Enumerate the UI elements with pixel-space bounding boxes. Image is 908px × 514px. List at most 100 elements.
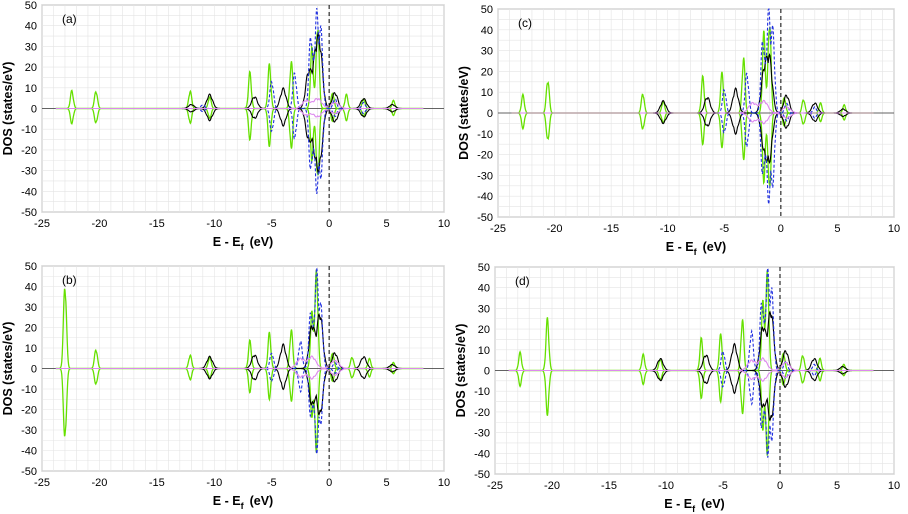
y-tick-label: -50 xyxy=(21,207,37,219)
y-tick-label: -20 xyxy=(474,407,490,419)
y-tick-label: 10 xyxy=(481,87,493,99)
x-axis-label-unit: (eV) xyxy=(250,494,274,508)
x-tick-label: -15 xyxy=(603,223,619,235)
x-tick-label: -5 xyxy=(719,223,729,235)
panel-label: (c) xyxy=(518,16,532,30)
x-axis-label-main: E - E xyxy=(213,235,241,249)
series-3 xyxy=(508,357,874,382)
x-tick-label: -5 xyxy=(267,477,277,489)
y-tick-label: 10 xyxy=(25,83,37,95)
x-axis-label-unit: (eV) xyxy=(250,235,274,249)
series-3 xyxy=(55,355,424,380)
y-tick-label: -50 xyxy=(21,466,37,478)
y-axis-label: DOS (states/eV) xyxy=(454,324,468,418)
dos-panel-a: -50 -40 -30 -20 -10 0 10 20 30 40 50 -25 -20 -15 -10 -5… xyxy=(0,0,460,257)
x-tick-label: -20 xyxy=(544,480,560,492)
x-tick-label: 0 xyxy=(326,477,332,489)
y-tick-label: 20 xyxy=(25,62,37,74)
x-tick-label: -15 xyxy=(149,218,165,230)
curve-spin-down xyxy=(511,112,874,125)
y-axis-label: DOS (states/eV) xyxy=(1,322,15,416)
dos-panel-b: -50 -40 -30 -20 -10 0 10 20 30 40 50 -25 -20 -15 -10 -5… xyxy=(0,258,460,514)
x-tick-label: -5 xyxy=(718,480,728,492)
y-tick-label: -50 xyxy=(474,469,490,481)
y-tick-label: 20 xyxy=(481,66,493,78)
x-tick-label: -10 xyxy=(658,480,674,492)
x-tick-label: -20 xyxy=(91,218,107,230)
curve-spin-down xyxy=(55,367,424,380)
x-tick-label: -10 xyxy=(206,477,222,489)
x-axis-label-main: E - E xyxy=(213,494,241,508)
dos-panel-c: -50 -40 -30 -20 -10 0 10 20 30 40 50 -25 -20 -15 -10 -5… xyxy=(450,0,908,257)
y-tick-label: 50 xyxy=(481,4,493,16)
y-tick-label: -10 xyxy=(21,384,37,396)
x-tick-label: -25 xyxy=(487,480,503,492)
y-tick-label: 0 xyxy=(487,108,493,120)
y-tick-label: 30 xyxy=(481,46,493,58)
x-tick-label: -10 xyxy=(206,218,222,230)
panel-label: (a) xyxy=(62,12,77,26)
y-tick-label: 40 xyxy=(478,283,490,295)
y-tick-label: 10 xyxy=(478,345,490,357)
x-axis-label-main: E - E xyxy=(664,497,692,511)
x-tick-label: -5 xyxy=(267,218,277,230)
x-tick-label: -20 xyxy=(547,223,563,235)
y-tick-label: -30 xyxy=(21,425,37,437)
y-tick-label: -40 xyxy=(21,446,37,458)
y-tick-label: -40 xyxy=(474,448,490,460)
y-tick-label: 30 xyxy=(25,41,37,53)
y-tick-label: -10 xyxy=(21,124,37,136)
y-tick-label: 30 xyxy=(478,303,490,315)
x-axis-label-subscript: f xyxy=(241,501,245,511)
x-tick-label: -15 xyxy=(601,480,617,492)
y-tick-label: -20 xyxy=(21,405,37,417)
y-tick-label: -10 xyxy=(477,129,493,141)
x-axis-label-subscript: f xyxy=(692,504,696,514)
y-tick-label: 40 xyxy=(25,21,37,33)
x-tick-label: 0 xyxy=(778,223,784,235)
y-tick-label: 20 xyxy=(25,323,37,335)
y-tick-label: -20 xyxy=(477,150,493,162)
curve-spin-down xyxy=(55,107,424,118)
x-tick-label: -25 xyxy=(490,223,506,235)
series-3 xyxy=(55,97,424,118)
y-tick-label: -50 xyxy=(477,212,493,224)
y-tick-label: 0 xyxy=(31,364,37,376)
x-axis-label: E - Ef (eV) xyxy=(213,494,273,511)
y-tick-label: -40 xyxy=(477,191,493,203)
y-tick-label: -10 xyxy=(474,386,490,398)
x-tick-label: 5 xyxy=(834,223,840,235)
series-3 xyxy=(511,99,874,125)
y-tick-label: 40 xyxy=(25,282,37,294)
curve-spin-down xyxy=(508,369,874,382)
x-axis-label: E - Ef (eV) xyxy=(664,497,724,514)
x-tick-label: 10 xyxy=(888,223,900,235)
panel-label: (d) xyxy=(515,274,530,288)
x-tick-label: 5 xyxy=(384,477,390,489)
panel-label: (b) xyxy=(62,273,77,287)
y-tick-label: -40 xyxy=(21,186,37,198)
y-tick-label: 50 xyxy=(478,262,490,274)
x-axis-label: E - Ef (eV) xyxy=(213,235,273,252)
x-tick-label: -20 xyxy=(91,477,107,489)
x-axis-label-unit: (eV) xyxy=(701,497,725,511)
x-tick-label: -10 xyxy=(660,223,676,235)
x-axis-label: E - Ef (eV) xyxy=(666,240,726,257)
dos-panel-d: -50 -40 -30 -20 -10 0 10 20 30 40 50 -25 -20 -15 -10 -5… xyxy=(450,258,908,514)
x-tick-label: 10 xyxy=(888,480,900,492)
y-tick-label: 50 xyxy=(25,261,37,273)
x-tick-label: 0 xyxy=(326,218,332,230)
x-tick-label: -25 xyxy=(34,477,50,489)
y-tick-label: 0 xyxy=(484,366,490,378)
gridlines xyxy=(497,8,895,218)
y-tick-label: -20 xyxy=(21,145,37,157)
x-tick-label: 5 xyxy=(384,218,390,230)
x-tick-label: -15 xyxy=(149,477,165,489)
y-tick-label: 10 xyxy=(25,343,37,355)
y-axis-label: DOS (states/eV) xyxy=(1,62,15,156)
x-axis-label-subscript: f xyxy=(694,247,698,257)
